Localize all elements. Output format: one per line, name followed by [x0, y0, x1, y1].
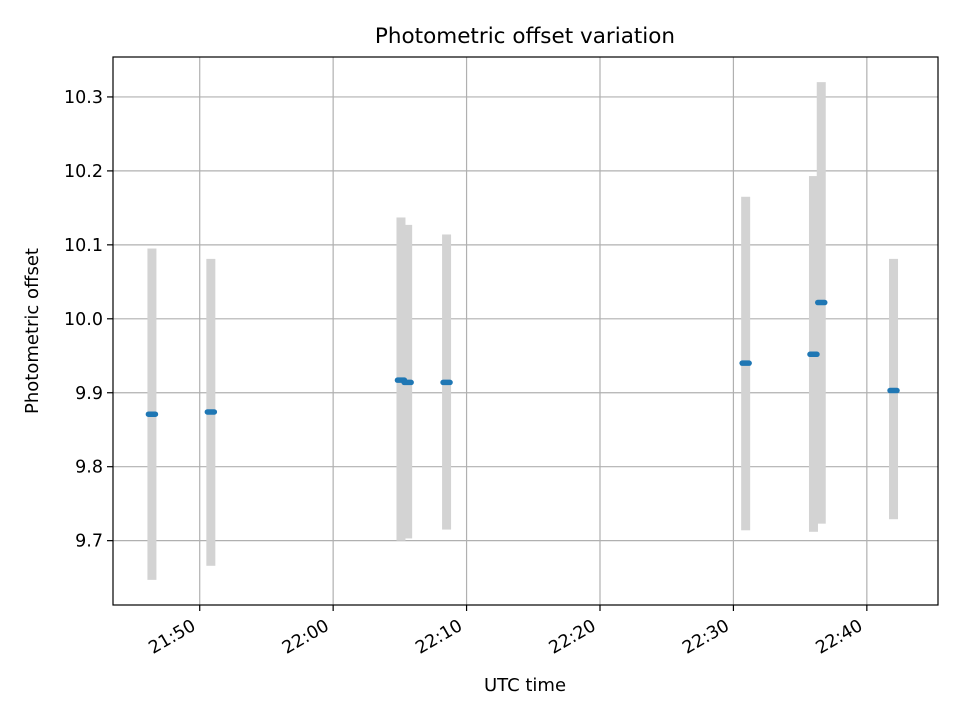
- y-axis-label: Photometric offset: [22, 248, 43, 414]
- y-tick-label: 9.7: [75, 532, 103, 552]
- y-tick-label: 10.0: [64, 310, 103, 330]
- y-axis: 9.7 9.8 9.9 10.0 10.1 10.2 10.3: [64, 88, 113, 552]
- chart-title: Photometric offset variation: [375, 24, 675, 49]
- x-axis-label: UTC time: [484, 675, 566, 696]
- y-tick-label: 10.1: [64, 236, 103, 256]
- plot-frame: [112, 56, 939, 606]
- y-tick-label: 10.3: [64, 88, 103, 108]
- grid: [113, 57, 938, 605]
- data-points: [145, 299, 900, 417]
- y-tick-label: 9.8: [75, 458, 103, 478]
- y-tick-label: 10.2: [64, 162, 103, 182]
- y-tick-label: 9.9: [75, 384, 103, 404]
